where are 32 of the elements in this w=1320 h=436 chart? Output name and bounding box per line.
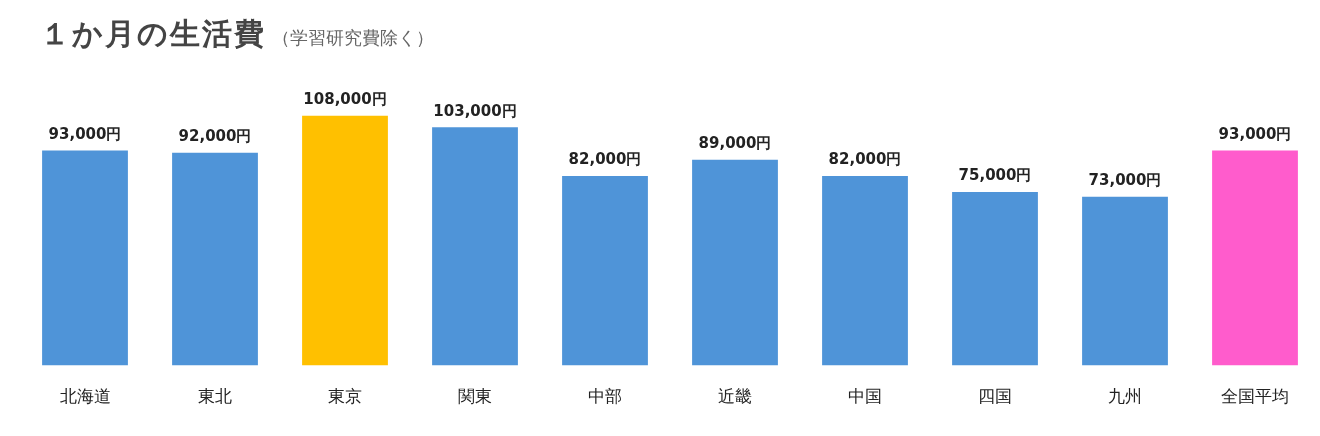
x-tick-label: 全国平均 xyxy=(1221,386,1289,407)
x-tick-label: 四国 xyxy=(978,386,1012,407)
data-label: 103,000円 xyxy=(433,101,517,120)
x-tick-label: 九州 xyxy=(1108,386,1142,407)
x-tick-label: 東京 xyxy=(328,386,362,407)
x-tick-label: 関東 xyxy=(458,386,492,407)
bar xyxy=(1082,196,1168,366)
data-label: 93,000円 xyxy=(48,124,122,143)
data-label: 93,000円 xyxy=(1218,124,1292,143)
chart-title: １か月の生活費 xyxy=(40,16,266,51)
bar xyxy=(822,175,908,366)
x-tick-label: 北海道 xyxy=(59,386,111,407)
data-label: 82,000円 xyxy=(828,150,902,169)
data-label: 73,000円 xyxy=(1088,171,1162,190)
data-label: 82,000円 xyxy=(568,150,642,169)
bar xyxy=(432,127,518,366)
bar xyxy=(1212,150,1298,366)
bar xyxy=(692,159,778,366)
x-tick-label: 東北 xyxy=(198,386,232,407)
data-label: 92,000円 xyxy=(178,127,252,146)
x-tick-label: 近畿 xyxy=(718,386,752,407)
bar xyxy=(42,150,128,366)
x-tick-label: 中部 xyxy=(588,386,622,407)
data-label: 108,000円 xyxy=(303,90,387,109)
bar xyxy=(172,152,258,366)
bar xyxy=(562,175,648,366)
bar xyxy=(952,192,1038,366)
data-label: 89,000円 xyxy=(698,134,772,153)
chart-subtitle: （学習研究費除く） xyxy=(272,27,434,48)
x-tick-label: 中国 xyxy=(848,386,882,407)
bar xyxy=(302,115,388,366)
data-label: 75,000円 xyxy=(958,166,1032,185)
